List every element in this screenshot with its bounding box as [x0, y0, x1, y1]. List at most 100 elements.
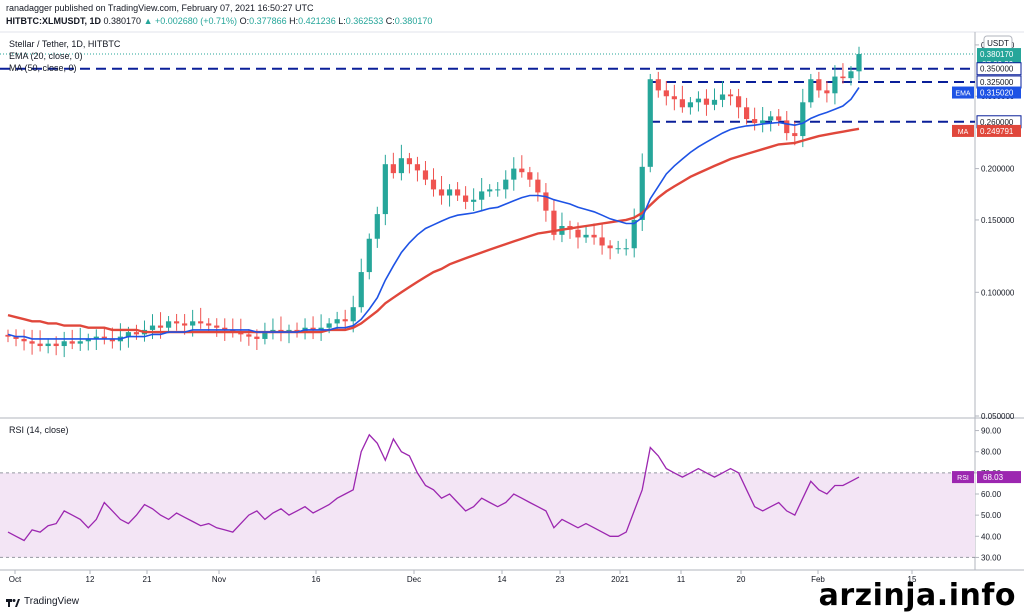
time-tick-label: 23 [556, 575, 565, 584]
candle-body [471, 199, 477, 202]
last-price: 0.380170 [103, 16, 142, 26]
candle-body [463, 195, 469, 202]
candle-body [318, 327, 324, 330]
price-change: ▲ +0.002680 (+0.71%) [143, 16, 238, 26]
low-value: 0.362533 [345, 16, 384, 26]
candle-body [69, 341, 75, 344]
candle-body [358, 272, 364, 308]
time-tick-label: 11 [677, 575, 686, 584]
candle-body [13, 336, 19, 339]
candle-body [816, 79, 822, 91]
candle-body [133, 332, 140, 335]
tradingview-icon [6, 598, 20, 607]
candle-body [575, 229, 581, 238]
candle-body [21, 338, 27, 342]
rsi-tick-label: 80.00 [981, 448, 1002, 457]
candle-body [446, 189, 453, 196]
price-tick-label: 0.100000 [981, 288, 1015, 297]
rsi-tick-label: 50.00 [981, 511, 1002, 520]
candle-body [703, 98, 710, 105]
candle-body [768, 116, 774, 121]
level-350-tag: 0.350000 [980, 65, 1014, 74]
rsi-band [0, 472, 975, 558]
candle-body [334, 319, 340, 324]
candle-body [390, 164, 396, 174]
candle-body [374, 214, 380, 239]
time-tick-label: 20 [737, 575, 746, 584]
price-tick-label: 0.200000 [981, 165, 1015, 174]
tradingview-logo[interactable]: TradingView [6, 596, 79, 607]
candle-body [454, 189, 461, 196]
candle-body [438, 189, 445, 196]
candle-body [45, 343, 51, 347]
rsi-tick-label: 30.00 [981, 553, 1002, 562]
candle-body [422, 170, 429, 180]
candle-body [214, 325, 220, 328]
candle-body [53, 343, 59, 347]
candle-body [77, 341, 83, 344]
candle-body [495, 189, 501, 191]
candle-body [607, 245, 613, 249]
candle-body [535, 179, 541, 193]
candle-body [479, 191, 485, 200]
time-tick-label: Feb [811, 575, 825, 584]
currency-label: USDT [987, 39, 1009, 48]
ema-value-tag-prefix-bg [952, 86, 974, 99]
price-tick-label: 0.150000 [981, 216, 1015, 225]
candle-body [342, 319, 348, 322]
candle-body [792, 133, 798, 137]
rsi-value-tag: 68.03 [983, 473, 1004, 482]
time-tick-label: Dec [407, 575, 421, 584]
open-label: O: [239, 16, 250, 26]
candle-body [583, 234, 589, 238]
candle-body [800, 102, 806, 137]
high-label: H: [289, 16, 299, 26]
time-tick-label: 12 [86, 575, 95, 584]
time-tick-label: Nov [212, 575, 226, 584]
candle-body [206, 323, 212, 326]
close-label: C: [385, 16, 395, 26]
candle-body [824, 90, 830, 94]
candle-body [406, 158, 413, 165]
high-value: 0.421236 [298, 16, 336, 26]
candle-body [647, 79, 653, 167]
candle-body [591, 234, 597, 238]
ema-value-tag-prefix: EMA [955, 91, 971, 98]
level-325-tag: 0.325000 [980, 78, 1014, 87]
candle-body [5, 334, 11, 337]
candle-body [848, 71, 854, 79]
close-value: 0.380170 [394, 16, 433, 26]
candle-body [85, 338, 91, 342]
open-value: 0.377866 [249, 16, 287, 26]
site-watermark: arzinja.info [818, 578, 1016, 613]
rsi-tick-label: 90.00 [981, 427, 1002, 436]
candle-body [149, 325, 156, 330]
tradingview-brand: TradingView [24, 596, 80, 607]
time-tick-label: 16 [312, 575, 321, 584]
rsi-legend: RSI (14, close) [9, 425, 69, 435]
candle-body [29, 341, 35, 344]
candle-body [752, 119, 758, 124]
price-tick-label: 0.050000 [981, 412, 1015, 421]
ema20-line [7, 87, 860, 340]
candle-body [109, 338, 115, 342]
candle-body [784, 120, 790, 134]
ma-value-tag-bg [977, 124, 1021, 137]
candle-body [760, 120, 766, 124]
rsi-tag-prefix-bg [952, 471, 974, 484]
candle-body [182, 323, 188, 326]
candle-body [856, 54, 862, 72]
candle-body [671, 96, 677, 100]
rsi-tick-label: 60.00 [981, 490, 1002, 499]
candle-body [125, 332, 132, 337]
candle-body [735, 96, 742, 108]
ema-value-tag-bg [977, 86, 1021, 99]
level-350-tag-border [976, 62, 1022, 76]
rsi-line [7, 433, 860, 542]
chart-legend: Stellar / Tether, 1D, HITBTC EMA (20, cl… [9, 38, 120, 74]
time-tick-label: Oct [9, 575, 22, 584]
candle-body [487, 189, 493, 192]
legend-ema: EMA (20, close, 0) [9, 51, 83, 61]
candle-body [744, 107, 750, 120]
